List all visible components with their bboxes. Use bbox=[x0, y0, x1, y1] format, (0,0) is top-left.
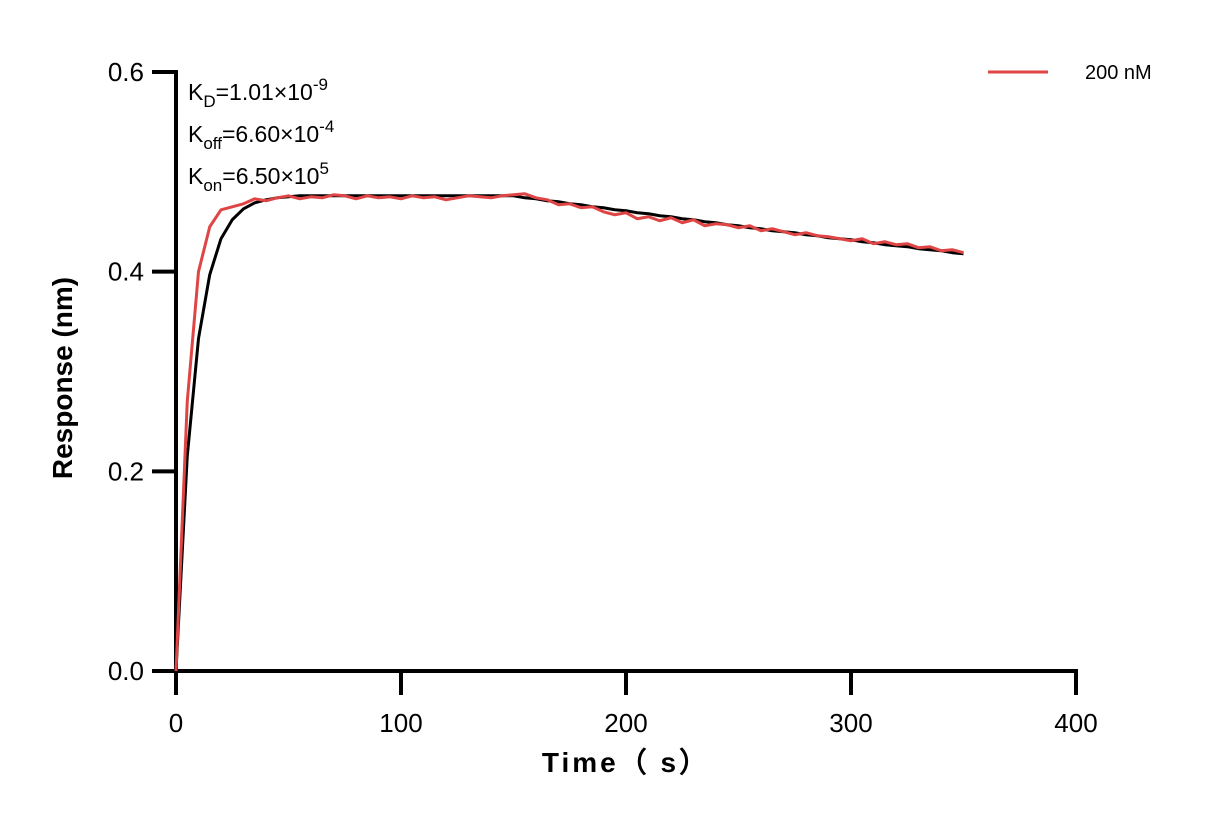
annotation-text: =6.60×10 bbox=[222, 121, 319, 147]
y-tick-label: 0.0 bbox=[108, 656, 144, 686]
x-tick-label: 200 bbox=[604, 708, 647, 738]
data-line bbox=[174, 194, 964, 672]
annotation: KD=1.01×10-9 bbox=[188, 75, 328, 111]
annotation: Kon=6.50×105 bbox=[188, 159, 329, 195]
annotation-sup: -9 bbox=[313, 75, 328, 94]
y-axis-title: Response (nm) bbox=[47, 277, 78, 479]
annotation: Koff=6.60×10-4 bbox=[188, 117, 334, 153]
y-tick-label: 0.6 bbox=[108, 57, 144, 87]
y-tick-label: 0.4 bbox=[108, 257, 144, 287]
y-tick-label: 0.2 bbox=[108, 456, 144, 486]
annotation-base: K bbox=[188, 79, 204, 105]
annotation-sup: -4 bbox=[319, 117, 334, 136]
annotation-sub: off bbox=[203, 134, 222, 153]
annotation-text: =1.01×10 bbox=[216, 79, 313, 105]
annotation-sub: on bbox=[203, 176, 222, 195]
annotation-sub: D bbox=[203, 92, 215, 111]
annotation-base: K bbox=[188, 163, 204, 189]
legend-label: 200 nM bbox=[1085, 62, 1152, 84]
x-tick-label: 300 bbox=[829, 708, 872, 738]
x-tick-label: 0 bbox=[169, 708, 183, 738]
x-axis-title: Time（ s） bbox=[542, 746, 710, 778]
x-tick-label: 100 bbox=[379, 708, 422, 738]
annotation-base: K bbox=[188, 121, 204, 147]
x-tick-label: 400 bbox=[1054, 708, 1097, 738]
annotation-sup: 5 bbox=[319, 159, 328, 178]
annotation-text: =6.50×10 bbox=[222, 163, 319, 189]
data-line bbox=[174, 192, 964, 672]
